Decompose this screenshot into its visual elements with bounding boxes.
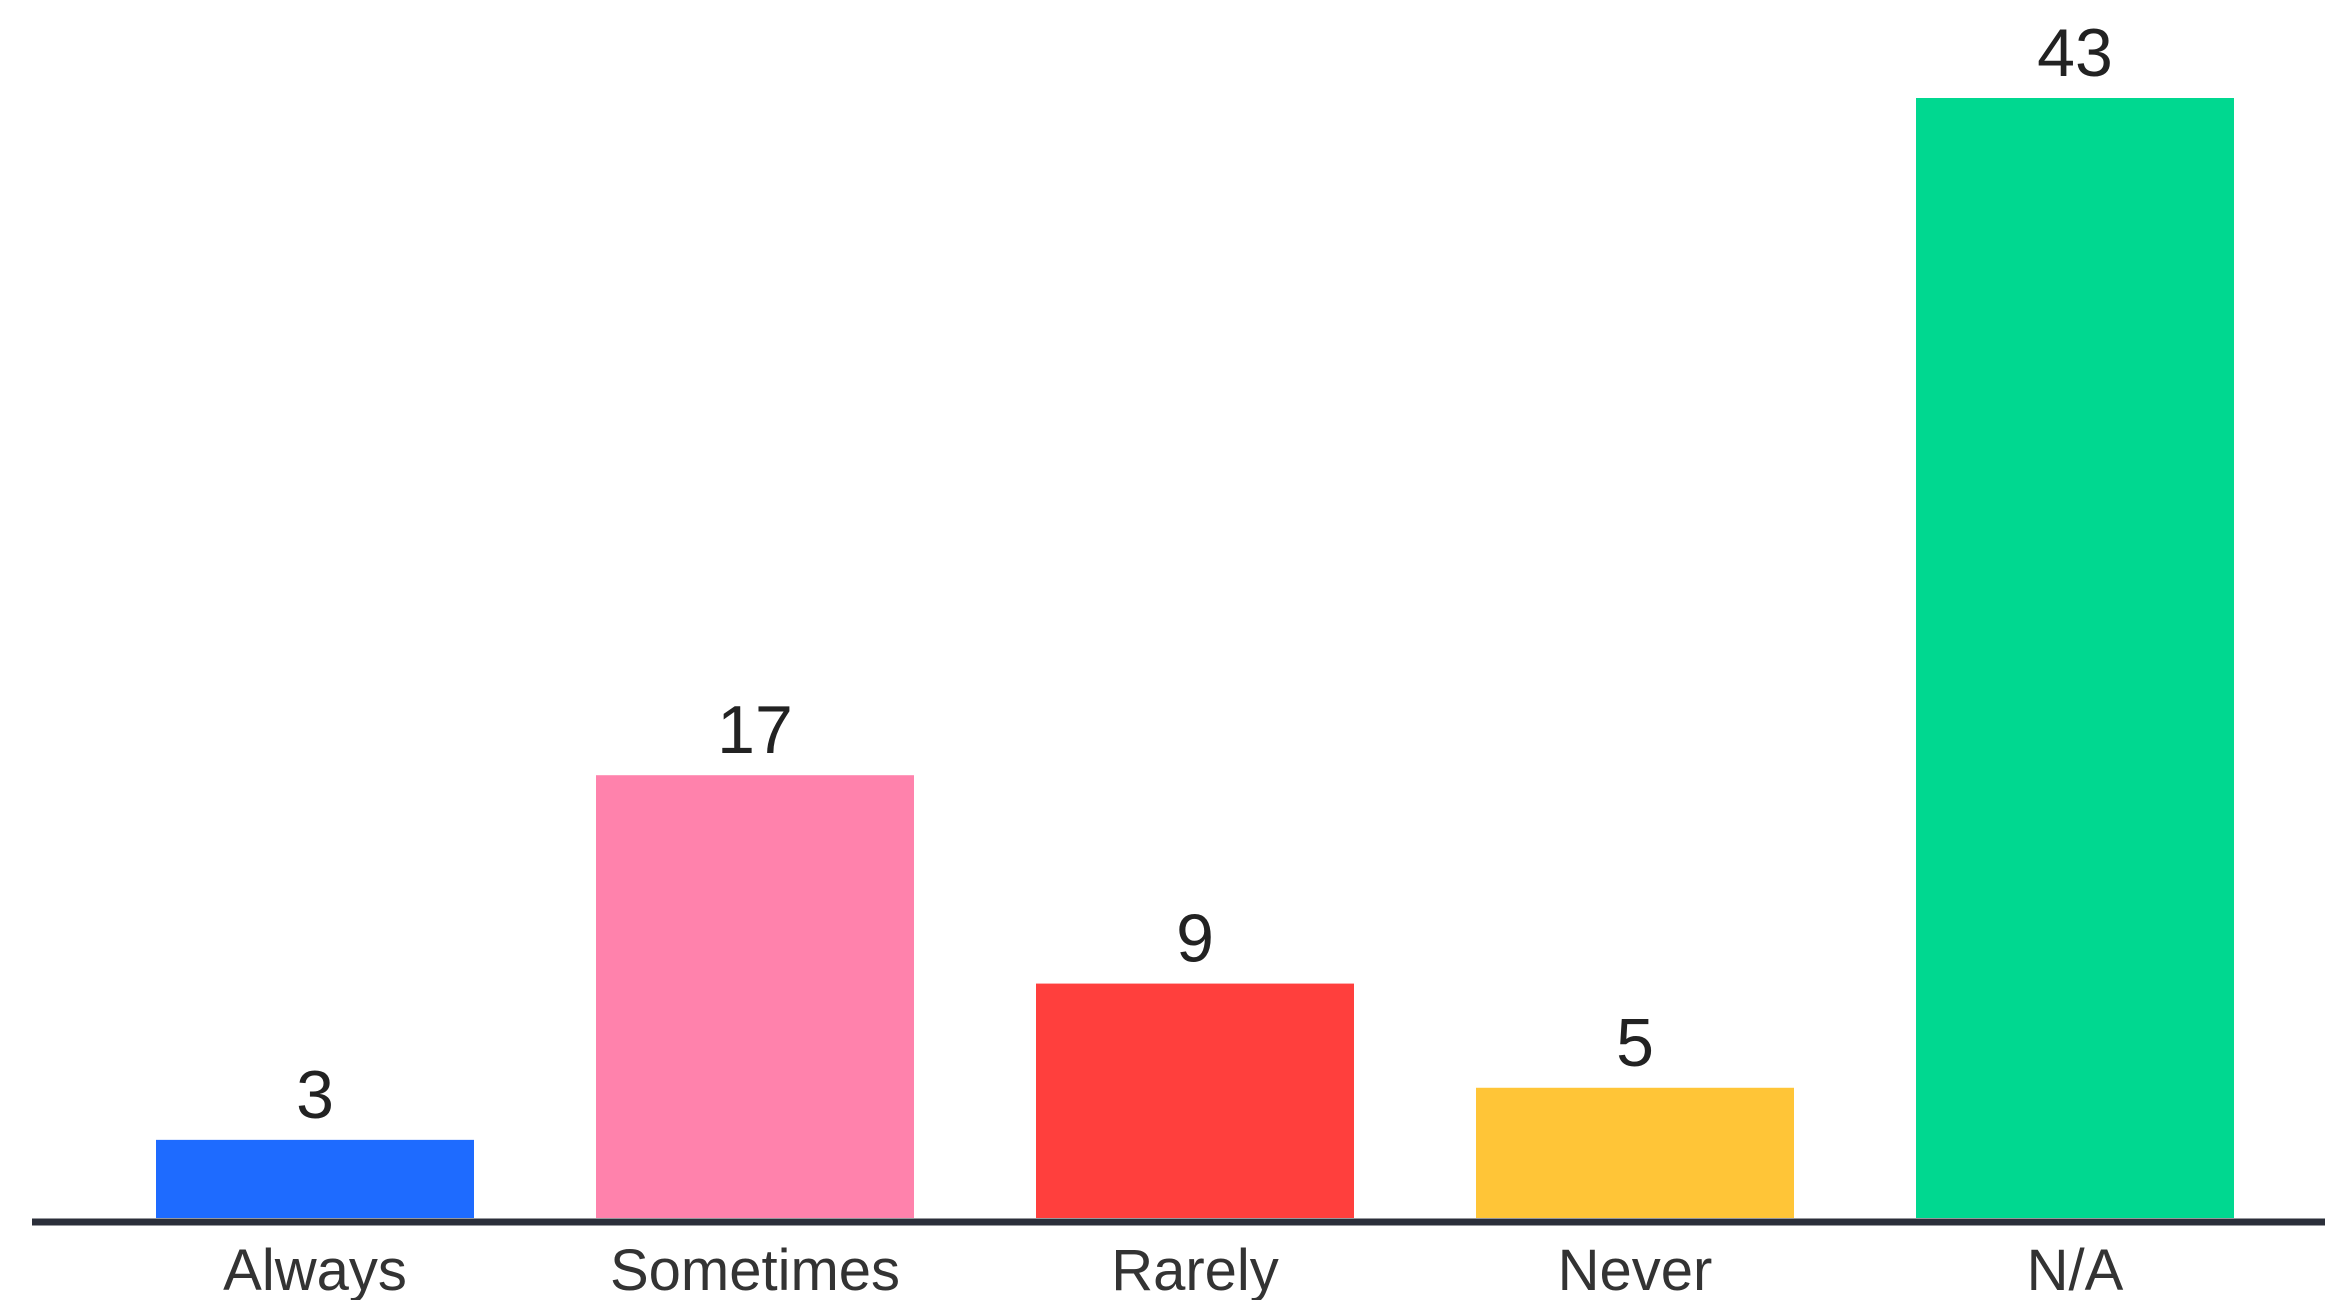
data-label-always: 3 bbox=[296, 1057, 334, 1133]
x-tick-label-n-a: N/A bbox=[2027, 1238, 2124, 1300]
value-labels-group: 3 17 9 5 43 bbox=[296, 15, 2113, 1133]
bar-sometimes bbox=[596, 775, 914, 1218]
data-label-sometimes: 17 bbox=[717, 692, 793, 768]
data-label-n-a: 43 bbox=[2037, 15, 2113, 91]
data-label-rarely: 9 bbox=[1176, 901, 1214, 977]
x-tick-label-always: Always bbox=[223, 1238, 407, 1300]
bar-n-a bbox=[1916, 98, 2234, 1218]
x-tick-label-never: Never bbox=[1558, 1238, 1713, 1300]
x-tick-label-sometimes: Sometimes bbox=[610, 1238, 900, 1300]
bar-never bbox=[1476, 1087, 1794, 1218]
tick-labels-group: Always Sometimes Rarely Never N/A bbox=[223, 1238, 2124, 1300]
bar-always bbox=[156, 1139, 474, 1218]
bar-rarely bbox=[1036, 983, 1354, 1218]
data-label-never: 5 bbox=[1616, 1005, 1654, 1081]
x-tick-label-rarely: Rarely bbox=[1111, 1238, 1279, 1300]
bars-group bbox=[156, 98, 2234, 1218]
